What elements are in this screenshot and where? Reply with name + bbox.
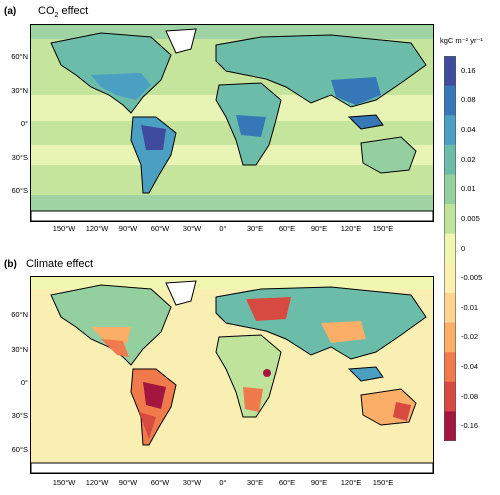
colorbar-tick-label: 0.005 xyxy=(461,213,480,223)
lat-label-b-60n: 60°N xyxy=(11,310,28,319)
panel-a-title-pre: CO xyxy=(38,5,55,17)
lon-label-a-120e: 120°E xyxy=(340,224,362,233)
colorbar-tick-label: -0.01 xyxy=(461,302,479,312)
colorbar-tick-label: 0.16 xyxy=(461,65,476,75)
lon-label-a-90w: 90°W xyxy=(118,224,138,233)
colorbar-tick-label: -0.02 xyxy=(461,332,479,342)
lon-label-b-30e: 30°E xyxy=(246,478,264,487)
lat-label-b-0: 0° xyxy=(20,378,28,387)
lon-label-b-30w: 30°W xyxy=(182,478,202,487)
colorbar-swatch xyxy=(444,292,456,324)
colorbar-tick-label: 0.02 xyxy=(461,154,476,164)
colorbar-swatch xyxy=(444,204,456,235)
colorbar-tick-label: -0.16 xyxy=(461,421,479,431)
panel-b-title: Climate effect xyxy=(26,258,94,270)
colorbar-swatch xyxy=(444,174,456,205)
lon-label-a-60e: 60°E xyxy=(278,224,296,233)
colorbar-swatch xyxy=(444,322,456,353)
lat-label-a-0: 0° xyxy=(20,119,28,128)
lon-label-b-0: 0° xyxy=(219,478,227,487)
panel-a-label: (a) xyxy=(4,6,17,17)
colorbar-tick-label: 0 xyxy=(461,243,466,253)
colorbar-tick-label: 0.08 xyxy=(461,95,476,105)
map-climate-svg xyxy=(31,277,433,473)
colorbar-tick-label: 0.01 xyxy=(461,184,476,194)
colorbar-outline xyxy=(444,56,456,441)
lon-label-b-150w: 150°W xyxy=(52,478,76,487)
lon-label-a-30e: 30°E xyxy=(246,224,264,233)
lon-label-a-150e: 150°E xyxy=(372,224,394,233)
lon-label-a-60w: 60°W xyxy=(150,224,170,233)
lat-label-a-60n: 60°N xyxy=(11,52,28,61)
colorbar xyxy=(444,56,456,441)
colorbar-swatch xyxy=(444,352,456,383)
colorbar-swatch xyxy=(444,233,456,264)
lat-label-a-30s: 30°S xyxy=(11,153,28,162)
colorbar-tick-label: 0.04 xyxy=(461,125,476,134)
colorbar-tick-label: -0.08 xyxy=(461,391,479,401)
colorbar-swatch xyxy=(444,381,456,412)
panel-a-title-post: effect xyxy=(58,5,89,17)
lon-label-a-150w: 150°W xyxy=(52,224,76,233)
panel-b-label: (b) xyxy=(4,259,17,270)
colorbar-tick-label: -0.04 xyxy=(461,362,479,371)
colorbar-swatch xyxy=(444,85,456,116)
lon-label-b-90e: 90°E xyxy=(310,478,328,487)
lon-label-a-120w: 120°W xyxy=(85,224,109,233)
colorbar-unit-label: kgC m⁻² yr⁻¹ xyxy=(440,36,483,45)
lat-label-a-30n: 30°N xyxy=(11,86,28,95)
lat-label-a-60s: 60°S xyxy=(11,186,28,195)
panel-a-title: CO2 effect xyxy=(38,5,88,19)
panel-a-title-sub: 2 xyxy=(54,12,59,20)
lon-label-b-120e: 120°E xyxy=(340,478,362,487)
lon-label-a-90e: 90°E xyxy=(310,224,328,233)
colorbar-tick-label: -0.005 xyxy=(461,273,483,283)
lon-label-b-90w: 90°W xyxy=(118,478,138,487)
map-co2-svg xyxy=(31,25,433,221)
colorbar-swatch xyxy=(444,56,456,87)
lon-label-b-120w: 120°W xyxy=(85,478,109,487)
colorbar-swatch xyxy=(444,115,456,146)
colorbar-swatch xyxy=(444,263,456,294)
colorbar-swatch xyxy=(444,144,456,175)
lon-label-a-0: 0° xyxy=(219,224,227,233)
lon-label-a-30w: 30°W xyxy=(182,224,202,233)
lon-label-b-60e: 60°E xyxy=(278,478,296,487)
lon-label-b-150e: 150°E xyxy=(372,478,394,487)
map-co2-effect xyxy=(30,24,434,222)
lat-label-b-30n: 30°N xyxy=(11,345,28,354)
lat-label-b-30s: 30°S xyxy=(11,411,28,420)
lat-label-b-60s: 60°S xyxy=(11,445,28,454)
lon-label-b-60w: 60°W xyxy=(150,478,170,487)
colorbar-swatch xyxy=(444,411,456,441)
map-climate-effect xyxy=(30,276,434,474)
